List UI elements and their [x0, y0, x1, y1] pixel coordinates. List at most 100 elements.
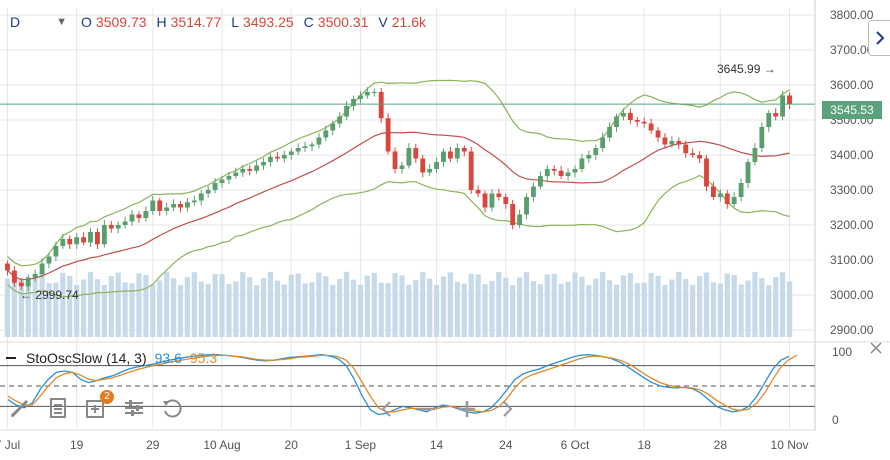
volume-bar — [267, 271, 274, 337]
volume-bar — [337, 279, 343, 337]
chevron-right-icon — [876, 31, 885, 45]
volume-bar — [634, 283, 640, 337]
candle-body — [122, 221, 128, 225]
pencil-icon[interactable] — [8, 396, 32, 420]
y-tick-label: 2900.00 — [830, 323, 874, 337]
candle-body — [46, 256, 52, 264]
candle-body — [316, 137, 322, 145]
y-tick-label: 3100.00 — [830, 253, 874, 267]
volume-bar — [46, 283, 52, 337]
volume-bar — [766, 285, 772, 337]
volume-bar — [74, 284, 80, 337]
x-tick-label: 7 Jul — [0, 438, 20, 452]
candle-body — [413, 148, 419, 159]
expand-panel-button[interactable] — [868, 20, 890, 56]
candle-body — [731, 197, 737, 204]
candle-body — [600, 137, 606, 148]
volume-bar — [461, 283, 467, 337]
scroll-left-icon[interactable] — [376, 398, 398, 420]
volume-bar — [177, 285, 184, 337]
volume-bar — [67, 275, 73, 337]
candle-body — [309, 144, 315, 147]
volume-bar — [170, 278, 177, 337]
volume-bar — [565, 281, 571, 337]
volume-bar — [606, 280, 613, 337]
document-icon[interactable] — [46, 396, 70, 420]
volume-bar — [703, 272, 710, 337]
candle-body — [261, 162, 266, 166]
candle-body — [503, 197, 509, 204]
x-tick-label: 6 Oct — [561, 438, 590, 452]
candle-body — [32, 274, 38, 278]
volume-bar — [184, 277, 191, 337]
volume-bar — [25, 284, 31, 337]
candle-body — [254, 165, 260, 171]
candle-body — [710, 186, 716, 197]
volume-bar — [406, 284, 412, 337]
candle-body — [579, 158, 585, 169]
candle-body — [115, 225, 121, 229]
volume-bar — [413, 280, 419, 337]
candle-body — [53, 246, 59, 257]
candle-body — [634, 120, 640, 122]
volume-bar — [627, 273, 633, 337]
candle-body — [150, 200, 156, 211]
volume-bar — [544, 274, 550, 337]
candle-body — [773, 113, 779, 117]
reset-icon[interactable] — [160, 396, 184, 420]
open-key: O — [81, 14, 92, 30]
add-indicator-icon[interactable]: 2 — [84, 390, 114, 420]
candle-body — [323, 130, 329, 138]
volume-value: 21.6k — [391, 14, 426, 30]
candle-body — [18, 282, 24, 287]
high-value: 3514.77 — [170, 14, 222, 30]
candle-body — [88, 232, 93, 243]
candle-body — [558, 170, 564, 176]
candle-body — [136, 214, 142, 218]
volume-bar — [164, 271, 170, 337]
candle-body — [219, 179, 225, 183]
candle-body — [683, 144, 689, 154]
x-tick-label: 14 — [430, 438, 444, 452]
zoom-out-icon[interactable] — [416, 398, 438, 420]
close-icon[interactable] — [868, 340, 884, 356]
x-tick-label: 20 — [285, 438, 299, 452]
candle-body — [572, 169, 578, 173]
candle-body — [475, 190, 481, 194]
collapse-dash-icon[interactable] — [6, 357, 16, 359]
candle-body — [157, 200, 163, 211]
settings-sliders-icon[interactable] — [122, 396, 146, 420]
candle-body — [25, 277, 31, 287]
candle-body — [724, 193, 730, 204]
volume-bar — [302, 283, 308, 337]
oscillator-legend: StoOscSlow (14, 3) 93.6 95.3 — [6, 350, 217, 366]
high-key: H — [156, 14, 167, 30]
volume-bar — [371, 272, 377, 337]
candle-body — [164, 207, 170, 211]
candle-body — [745, 162, 751, 183]
volume-bar — [39, 273, 45, 337]
volume-bar — [530, 281, 537, 337]
volume-bar — [330, 284, 336, 337]
candle-body — [81, 237, 87, 243]
interval-label[interactable]: D — [10, 14, 21, 30]
scroll-right-icon[interactable] — [496, 398, 518, 420]
volume-bar — [399, 275, 405, 337]
zoom-in-icon[interactable] — [456, 398, 478, 420]
volume-bar — [226, 284, 232, 337]
candle-body — [780, 95, 786, 117]
volume-bar — [669, 279, 675, 337]
volume-bar — [122, 282, 128, 337]
volume-bar — [385, 283, 391, 337]
candle-body — [337, 116, 343, 124]
bollinger-lower-line — [7, 174, 790, 298]
volume-bar — [600, 271, 606, 337]
volume-bar — [496, 272, 502, 337]
last-price-tag: 3545.53 — [822, 101, 882, 119]
volume-bar — [157, 280, 163, 337]
chevron-down-icon[interactable]: ▼ — [56, 16, 68, 28]
volume-bar — [150, 284, 156, 337]
candle-body — [662, 137, 668, 145]
